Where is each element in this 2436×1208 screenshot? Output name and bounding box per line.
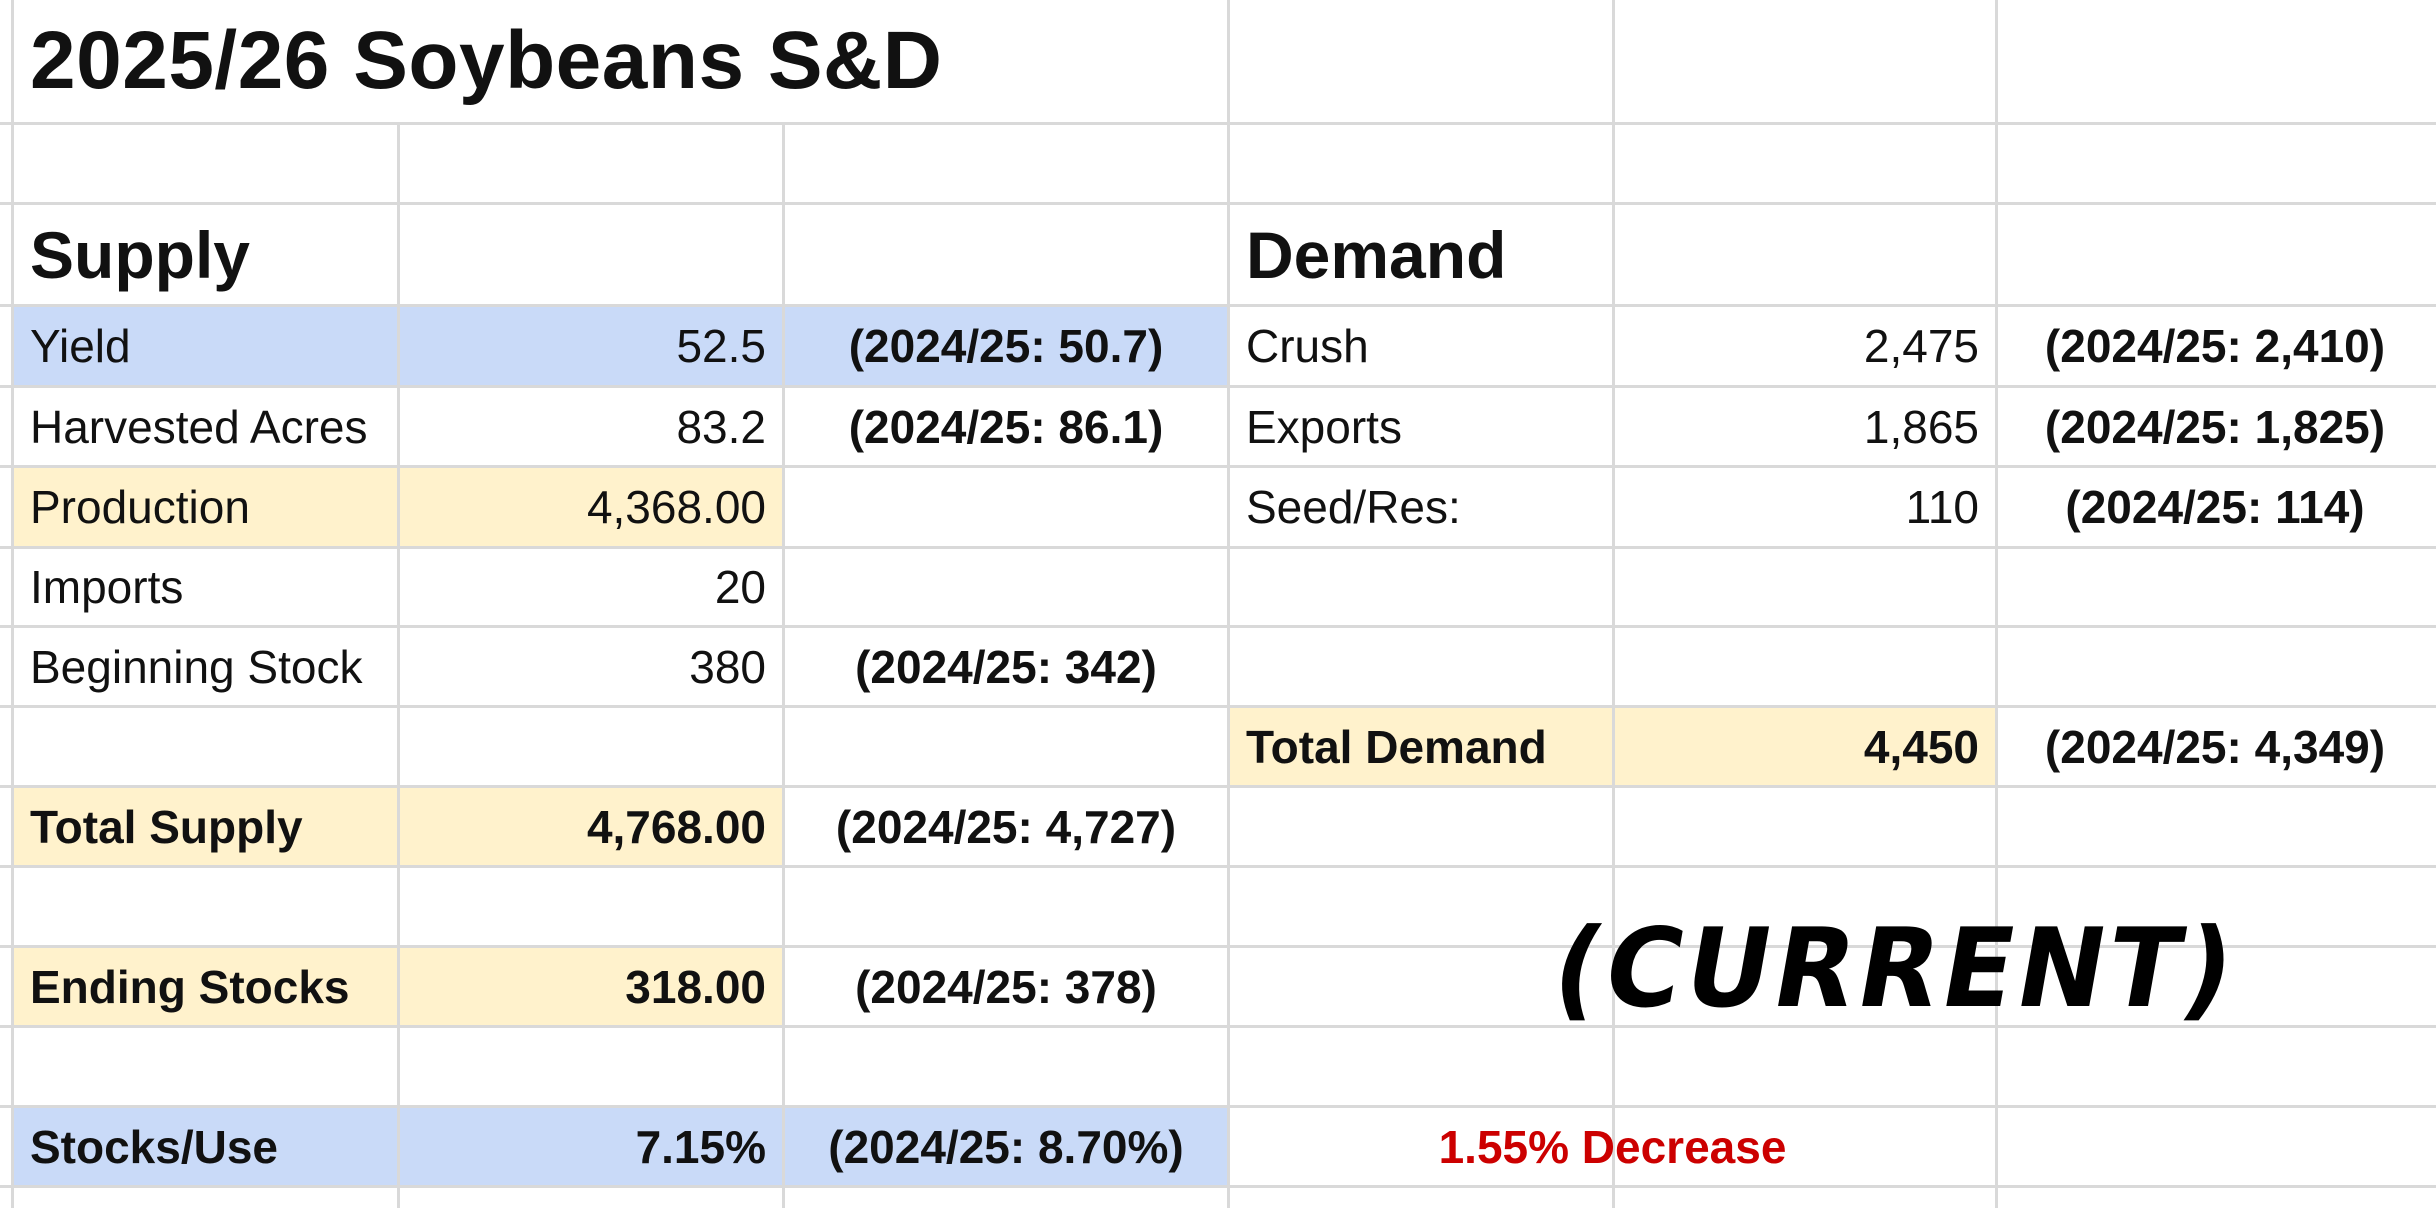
crush-label[interactable]: Crush xyxy=(1230,307,1612,385)
production-value[interactable]: 4,368.00 xyxy=(400,468,782,546)
supply-heading: Supply xyxy=(14,205,774,304)
seed-res-label[interactable]: Seed/Res: xyxy=(1230,468,1612,546)
exports-prior[interactable]: (2024/25: 1,825) xyxy=(1998,388,2432,465)
exports-value[interactable]: 1,865 xyxy=(1615,388,1995,465)
seed-res-prior[interactable]: (2024/25: 114) xyxy=(1998,468,2432,546)
grid-row-line xyxy=(0,1185,2436,1188)
production-label[interactable]: Production xyxy=(14,468,397,546)
total-demand-prior[interactable]: (2024/25: 4,349) xyxy=(1998,708,2432,785)
total-demand-label[interactable]: Total Demand xyxy=(1230,708,1612,785)
beginning-stock-prior[interactable]: (2024/25: 342) xyxy=(785,628,1227,705)
seed-res-value[interactable]: 110 xyxy=(1615,468,1995,546)
yield-label[interactable]: Yield xyxy=(14,307,397,385)
crush-value[interactable]: 2,475 xyxy=(1615,307,1995,385)
stocks-use-prior[interactable]: (2024/25: 8.70%) xyxy=(785,1108,1227,1185)
grid-row-line xyxy=(0,122,2436,125)
total-demand-value[interactable]: 4,450 xyxy=(1615,708,1995,785)
total-supply-value[interactable]: 4,768.00 xyxy=(400,788,782,865)
imports-value[interactable]: 20 xyxy=(400,549,782,625)
imports-label[interactable]: Imports xyxy=(14,549,397,625)
beginning-stock-value[interactable]: 380 xyxy=(400,628,782,705)
beginning-stock-label[interactable]: Beginning Stock xyxy=(14,628,397,705)
crush-prior[interactable]: (2024/25: 2,410) xyxy=(1998,307,2432,385)
harvested-acres-label[interactable]: Harvested Acres xyxy=(14,388,397,465)
total-supply-prior[interactable]: (2024/25: 4,727) xyxy=(785,788,1227,865)
exports-label[interactable]: Exports xyxy=(1230,388,1612,465)
ending-stocks-label[interactable]: Ending Stocks xyxy=(14,948,397,1025)
grid-row-line xyxy=(0,865,2436,868)
total-supply-label[interactable]: Total Supply xyxy=(14,788,397,865)
ending-stocks-prior[interactable]: (2024/25: 378) xyxy=(785,948,1227,1025)
sheet-title: 2025/26 Soybeans S&D xyxy=(14,0,1224,122)
stocks-use-label[interactable]: Stocks/Use xyxy=(14,1108,397,1185)
ending-stocks-value[interactable]: 318.00 xyxy=(400,948,782,1025)
stocks-use-value[interactable]: 7.15% xyxy=(400,1108,782,1185)
current-stamp: (CURRENT) xyxy=(1544,907,2065,1028)
yield-prior[interactable]: (2024/25: 50.7) xyxy=(785,307,1227,385)
stocks-use-change[interactable]: 1.55% Decrease xyxy=(1230,1108,1995,1185)
demand-heading: Demand xyxy=(1230,205,1990,304)
yield-value[interactable]: 52.5 xyxy=(400,307,782,385)
harvested-acres-prior[interactable]: (2024/25: 86.1) xyxy=(785,388,1227,465)
harvested-acres-value[interactable]: 83.2 xyxy=(400,388,782,465)
